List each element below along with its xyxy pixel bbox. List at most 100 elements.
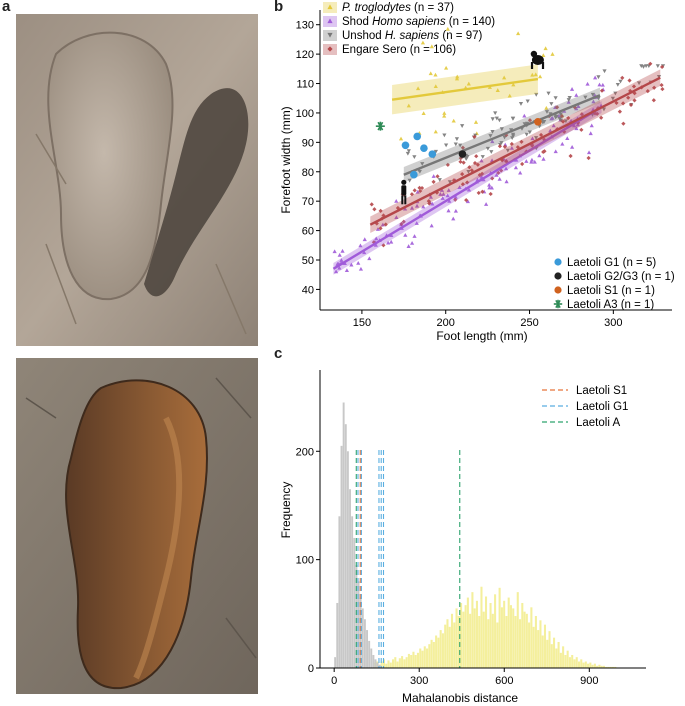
histogram-bar-yellow (546, 639, 549, 668)
scatter-point (415, 189, 420, 194)
scatter-point (428, 194, 433, 199)
scatter-point (488, 191, 493, 197)
scatter-point (627, 78, 632, 83)
scatter-point (560, 141, 565, 146)
scatter-point (588, 131, 593, 136)
scatter-point (621, 121, 626, 126)
y-tick-label: 100 (296, 555, 314, 567)
scatter-point (632, 91, 637, 96)
histogram-bar-yellow (550, 644, 553, 668)
scatter-point (437, 178, 442, 182)
histogram-bar-yellow (600, 665, 603, 668)
histogram-bar-yellow (507, 597, 510, 668)
scatter-point (442, 111, 447, 115)
scatter-point (601, 107, 607, 112)
scatter-point (628, 102, 634, 108)
scatter-point (519, 139, 524, 144)
histogram-bar-yellow (380, 661, 383, 668)
histogram-bar-yellow (487, 619, 490, 668)
histogram-bar-yellow (587, 663, 590, 668)
scatter-point (542, 119, 547, 124)
x-tick-label: 600 (495, 675, 513, 687)
scatter-point (610, 96, 615, 101)
legend-label: Laetoli A (576, 417, 620, 429)
histogram-bar-yellow (428, 644, 431, 668)
histogram-bar-yellow (521, 602, 524, 668)
scatter-point (496, 170, 501, 175)
scatter-chart: 150 200 250 300 40 50 60 70 80 90 100 110 120 130 Foo… (280, 2, 675, 343)
scatter-point (451, 216, 456, 221)
scatter-point (460, 124, 465, 128)
scatter-point (502, 75, 507, 80)
scatter-point (636, 81, 642, 86)
histogram-bar-yellow (523, 611, 526, 668)
scatter-point (409, 205, 415, 210)
scatter-point (386, 240, 391, 245)
scatter-point (613, 91, 618, 96)
scatter-point (566, 98, 571, 102)
scatter-point (563, 119, 568, 124)
histogram-bar-yellow (596, 665, 599, 668)
scatter-point (595, 111, 600, 116)
panel-label-c: c (274, 345, 283, 362)
histogram-bar-yellow (437, 637, 440, 668)
y-axis-label: Frequency (280, 482, 293, 539)
histogram-bar-yellow (482, 611, 485, 668)
scatter-point (530, 136, 535, 141)
scatter-point (557, 117, 562, 121)
scatter-point (428, 71, 433, 76)
histogram-bar-gray (357, 581, 360, 668)
histogram-bar-yellow (464, 605, 467, 668)
scatter-point (499, 127, 504, 132)
histogram-bar-yellow (475, 600, 478, 668)
scatter-point (484, 202, 489, 206)
histogram-bar-gray (353, 537, 356, 668)
scatter-point (358, 243, 363, 248)
histogram-bar-yellow (537, 630, 540, 668)
laetoli-point-a3 (375, 121, 385, 131)
scatter-point (585, 81, 590, 86)
laetoli-point-g1 (410, 170, 418, 179)
scatter-point (579, 112, 585, 117)
y-tick-label: 110 (296, 79, 314, 91)
scatter-point (652, 85, 657, 90)
histogram-bar-yellow (519, 619, 522, 668)
scatter-point (474, 154, 479, 159)
scatter-point (509, 145, 514, 150)
legend-marker (327, 4, 333, 10)
histogram-bar-yellow (480, 586, 483, 668)
x-axis-label: Mahalanobis distance (402, 691, 518, 705)
scatter-point (421, 111, 426, 116)
scatter-point (472, 160, 478, 166)
histogram-bar-yellow (614, 666, 617, 668)
histogram-bar-yellow (412, 651, 415, 668)
histogram-bar-gray (349, 489, 351, 668)
x-tick-label: 250 (520, 317, 538, 329)
histogram-chart: 0 300 600 900 0 100 200 Mahalanobis distance F… (280, 370, 646, 705)
histogram-bar-yellow (557, 641, 560, 668)
y-tick-label: 0 (308, 663, 314, 675)
histogram-bar-gray (372, 654, 375, 668)
scatter-point (458, 159, 463, 164)
scatter-point (409, 240, 415, 245)
scatter-point (643, 64, 649, 68)
scatter-point (337, 252, 342, 257)
histogram-bar-yellow (593, 663, 596, 668)
scatter-point (457, 185, 462, 190)
histogram-bar-gray (344, 424, 347, 668)
scatter-point (566, 115, 571, 121)
scatter-point (435, 174, 440, 179)
scatter-point (558, 112, 563, 117)
scatter-series-unshod (401, 64, 666, 198)
scatter-point (427, 201, 432, 206)
histogram-bar-yellow (455, 608, 458, 668)
scatter-point (420, 162, 425, 166)
scatter-point (441, 192, 446, 196)
scatter-point (550, 52, 555, 56)
y-tick-label: 70 (302, 196, 314, 208)
legend-marker (554, 272, 562, 280)
scatter-point (515, 145, 520, 150)
histogram-bar-gray (378, 664, 381, 668)
y-tick-label: 130 (296, 20, 314, 32)
histogram-bar-gray (359, 597, 362, 668)
